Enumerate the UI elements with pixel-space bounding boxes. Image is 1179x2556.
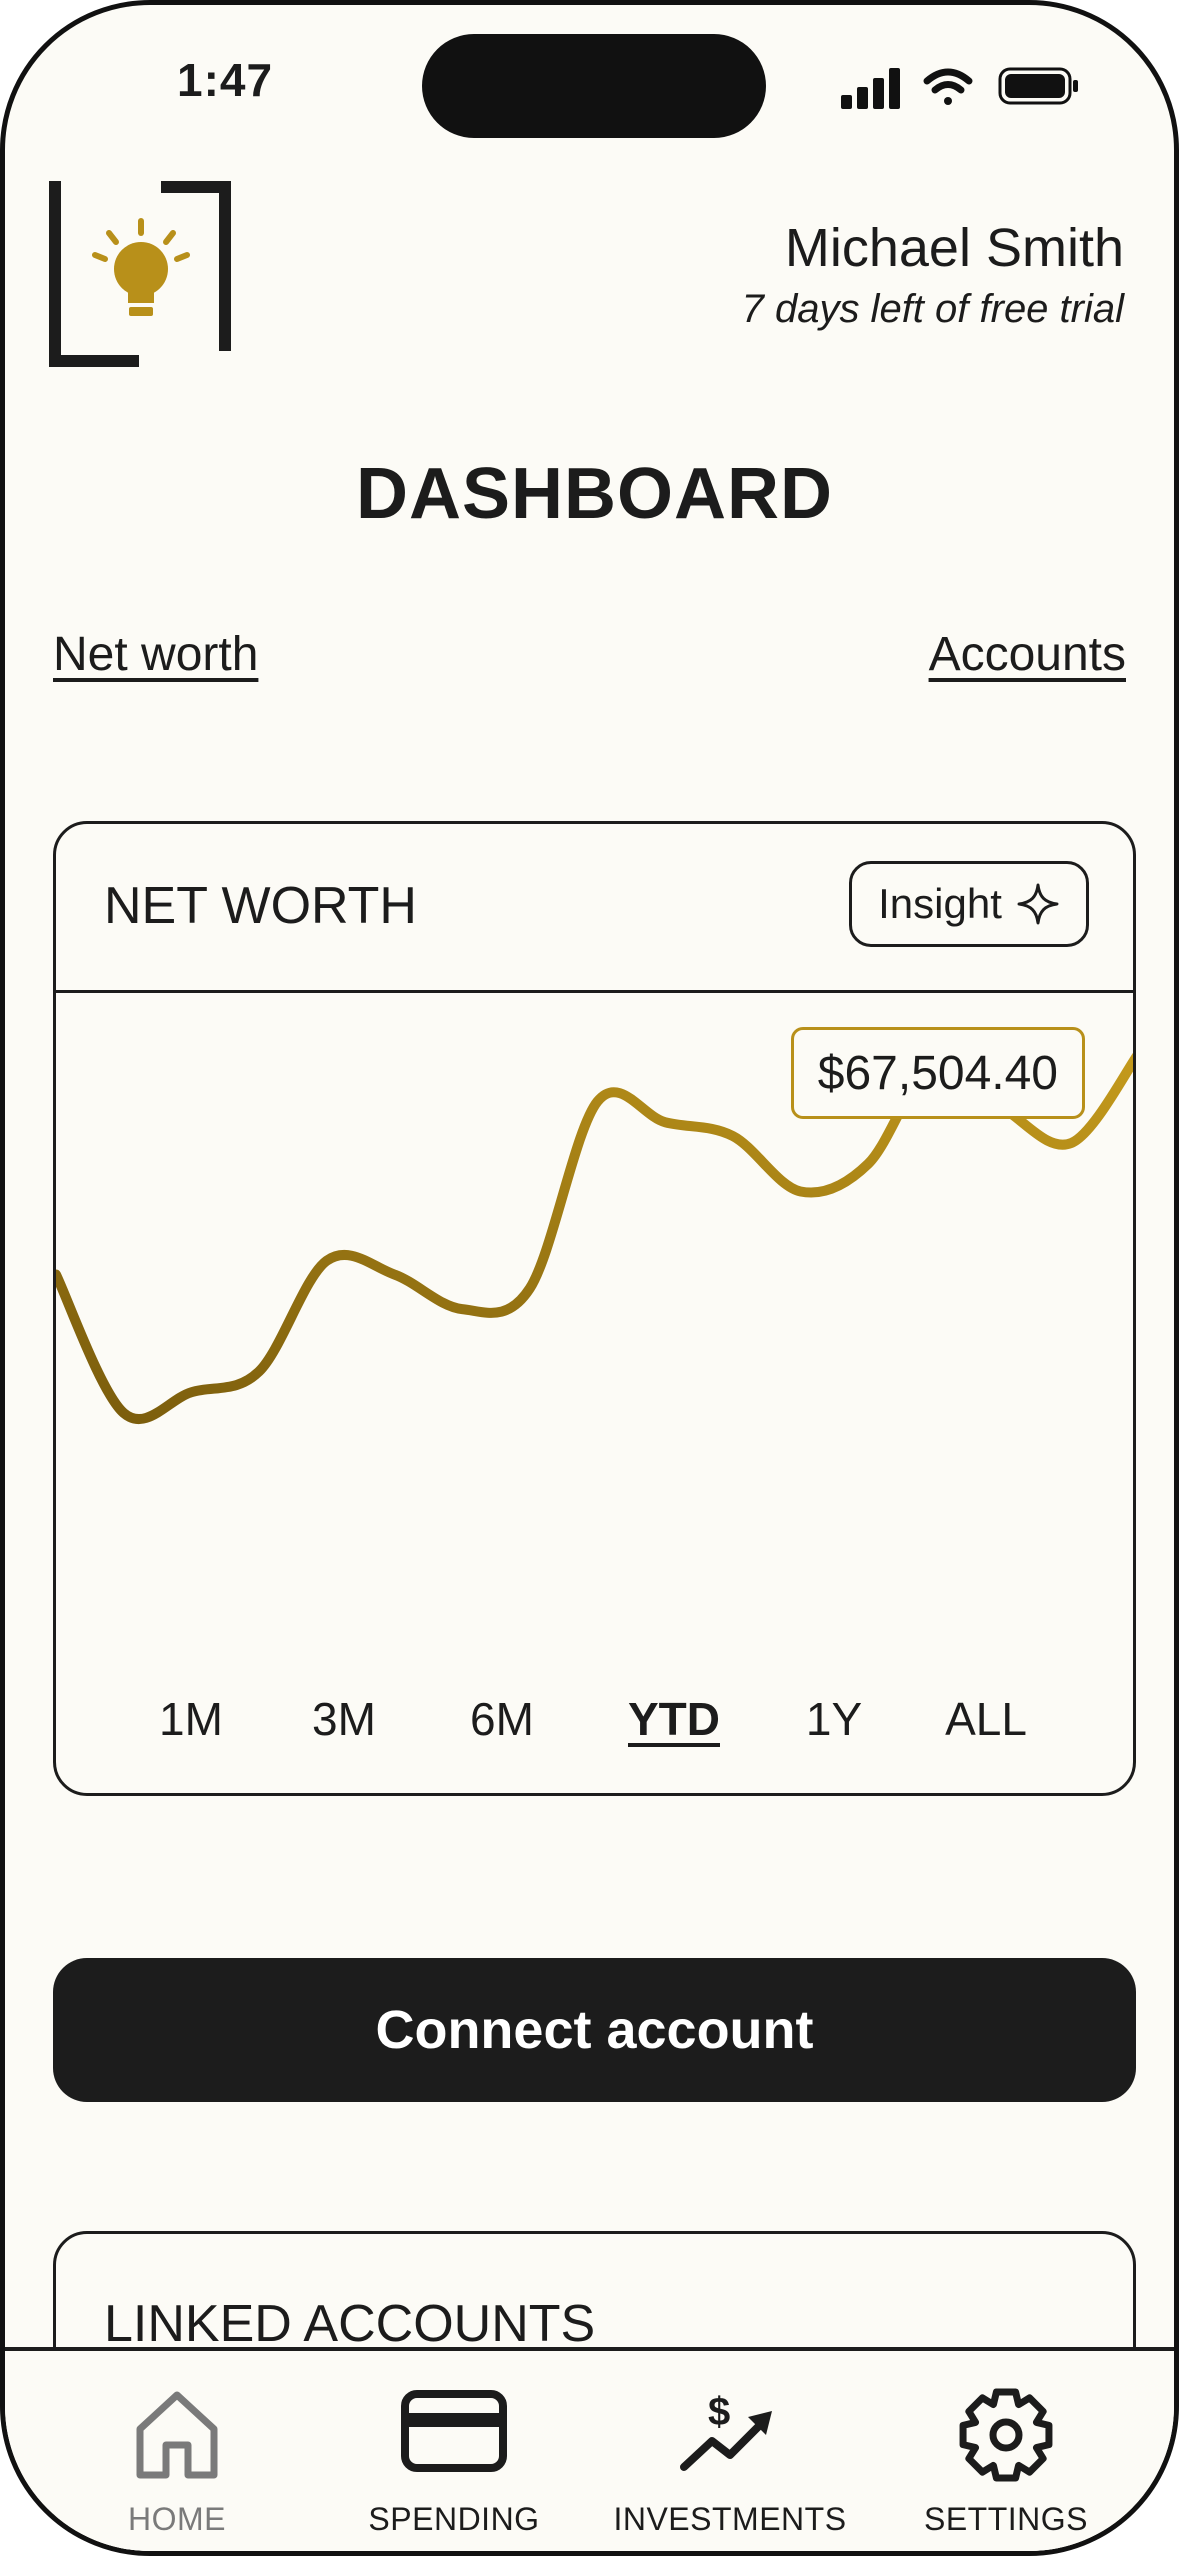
chart-point-2 xyxy=(185,1386,197,1398)
net-worth-card: NET WORTH Insight $67,504.40 1M 3M 6 xyxy=(53,821,1136,1796)
tab-investments-label: INVESTMENTS xyxy=(613,2501,847,2537)
chart-point-10 xyxy=(727,1130,739,1142)
chart-point-11 xyxy=(795,1185,807,1197)
chart-point-16 xyxy=(1133,1047,1136,1059)
chart-point-9 xyxy=(659,1116,671,1128)
tab-home[interactable]: HOME xyxy=(47,2351,307,2551)
accounts-link[interactable]: Accounts xyxy=(928,628,1126,681)
page-title: DASHBOARD xyxy=(356,454,833,534)
range-3m[interactable]: 3M xyxy=(312,1693,376,1745)
home-icon xyxy=(136,2391,218,2479)
dynamic-island xyxy=(422,34,766,138)
status-icons xyxy=(841,67,1078,109)
sparkle-icon xyxy=(1017,883,1059,925)
chart-point-3 xyxy=(253,1365,265,1377)
chart-point-8 xyxy=(592,1095,604,1107)
range-ytd[interactable]: YTD xyxy=(628,1693,720,1745)
chart-point-4 xyxy=(321,1255,333,1267)
trial-status: 7 days left of free trial xyxy=(741,287,1124,331)
battery-icon xyxy=(998,67,1078,105)
lightbulb-icon xyxy=(92,218,190,316)
tab-settings-label: SETTINGS xyxy=(923,2501,1088,2537)
net-worth-card-title: NET WORTH xyxy=(104,877,417,935)
range-1m[interactable]: 1M xyxy=(159,1693,223,1745)
insight-button-label: Insight xyxy=(878,880,1002,927)
insight-button[interactable]: Insight xyxy=(849,861,1089,947)
tab-home-label: HOME xyxy=(128,2501,226,2537)
gear-icon xyxy=(959,2388,1053,2482)
chart-point-15 xyxy=(1065,1137,1077,1149)
current-value-badge: $67,504.40 xyxy=(790,1027,1085,1119)
chart-point-12 xyxy=(862,1158,874,1170)
range-1y[interactable]: 1Y xyxy=(805,1693,863,1745)
chart-point-1 xyxy=(118,1407,130,1419)
user-name: Michael Smith xyxy=(784,218,1124,278)
svg-text:$: $ xyxy=(708,2390,730,2434)
chart-point-5 xyxy=(388,1269,400,1281)
tab-spending-label: SPENDING xyxy=(368,2501,540,2537)
range-all[interactable]: ALL xyxy=(945,1693,1027,1745)
net-worth-link[interactable]: Net worth xyxy=(53,628,259,681)
tab-investments[interactable]: $ INVESTMENTS xyxy=(600,2351,860,2551)
app-logo-icon xyxy=(49,181,231,367)
chart-point-7 xyxy=(524,1282,536,1294)
time-range-selector: 1M 3M 6M YTD 1Y ALL xyxy=(56,1692,1133,1752)
tab-bar: HOME SPENDING $ INVESTMENTS SETTINGS xyxy=(5,2347,1174,2551)
range-6m[interactable]: 6M xyxy=(470,1693,534,1745)
net-worth-card-header: NET WORTH Insight xyxy=(56,824,1133,993)
chart-point-6 xyxy=(456,1303,468,1315)
linked-accounts-title: LINKED ACCOUNTS xyxy=(104,2295,596,2353)
connect-account-button[interactable]: Connect account xyxy=(53,1958,1136,2102)
credit-card-icon xyxy=(401,2390,507,2472)
tab-settings[interactable]: SETTINGS xyxy=(876,2351,1136,2551)
investment-chart-icon: $ xyxy=(680,2390,772,2471)
cellular-signal-icon xyxy=(841,68,900,109)
tab-spending[interactable]: SPENDING xyxy=(324,2351,584,2551)
status-time: 1:47 xyxy=(177,54,274,106)
wifi-icon xyxy=(923,68,973,105)
